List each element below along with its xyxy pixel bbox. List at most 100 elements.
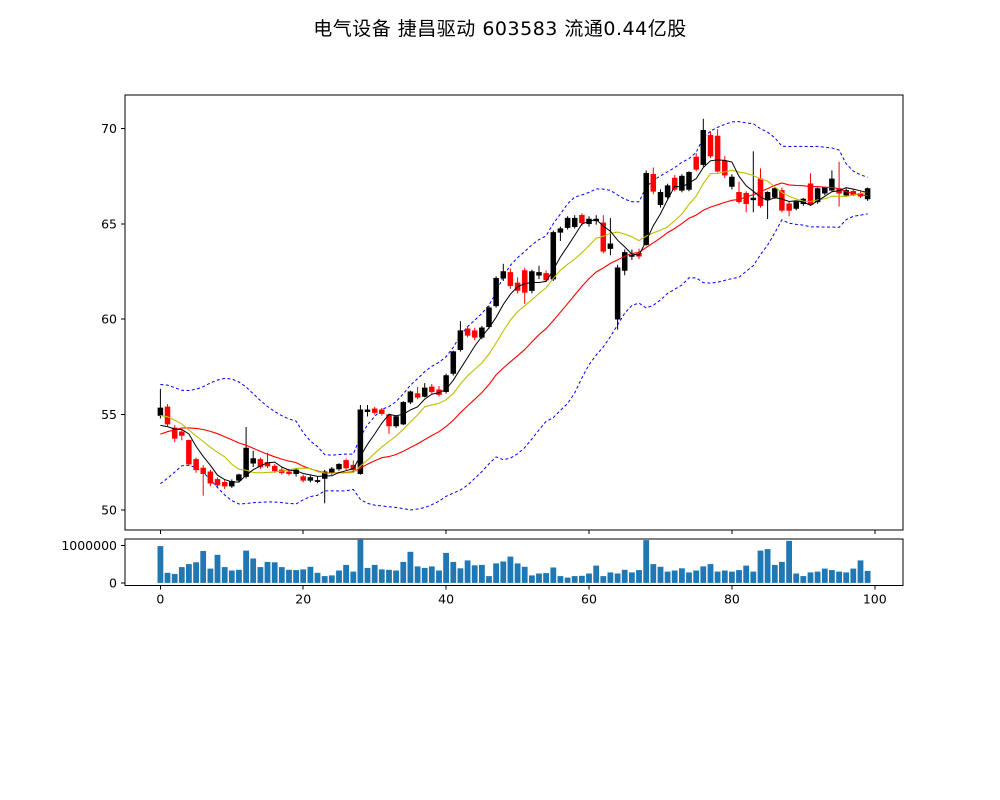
volume-bar bbox=[157, 546, 164, 583]
volume-bar bbox=[236, 569, 242, 583]
ma20-line bbox=[160, 182, 868, 474]
volume-bar bbox=[393, 570, 399, 583]
axes: 50 55 60 65 70 0 1000000 0 20 40 60 80 100 bbox=[61, 94, 904, 607]
candle-body bbox=[814, 188, 821, 203]
volume-bar bbox=[821, 568, 828, 583]
bollinger-bands bbox=[160, 121, 868, 511]
volume-x-tick-label: 100 bbox=[863, 592, 887, 607]
candle-body bbox=[779, 190, 785, 211]
volume-bar bbox=[228, 570, 235, 583]
volume-bar bbox=[857, 560, 864, 583]
volume-bar bbox=[693, 570, 700, 583]
volume-bar bbox=[257, 567, 264, 583]
candle-body bbox=[693, 156, 699, 170]
candle-body bbox=[179, 431, 185, 436]
candle-body bbox=[329, 468, 335, 473]
candle-body bbox=[157, 407, 164, 416]
volume-bar bbox=[636, 570, 642, 583]
volume-bar bbox=[757, 550, 764, 583]
price-y-tick-label: 65 bbox=[101, 216, 117, 231]
volume-bar bbox=[278, 567, 285, 583]
volume-bar bbox=[300, 569, 307, 583]
candle-body bbox=[236, 474, 242, 481]
volume-bar bbox=[600, 576, 607, 583]
volume-bar bbox=[829, 570, 835, 583]
volume-bar bbox=[579, 575, 585, 583]
candle-body bbox=[457, 330, 464, 350]
ma10-line bbox=[160, 169, 868, 474]
volume-bar bbox=[250, 558, 257, 583]
candle-body bbox=[521, 270, 528, 293]
volume-x-tick-label: 60 bbox=[581, 592, 597, 607]
candle-body bbox=[614, 267, 621, 320]
volume-bar bbox=[643, 540, 650, 583]
volume-bar bbox=[464, 560, 471, 583]
candle-body bbox=[579, 214, 585, 224]
candle-body bbox=[686, 172, 692, 190]
volume-bar bbox=[479, 564, 485, 583]
candle-body bbox=[722, 160, 728, 176]
volume-bar bbox=[700, 566, 707, 583]
volume-y-tick-label: 1000000 bbox=[61, 538, 117, 553]
candle-body bbox=[414, 393, 421, 398]
candle-body bbox=[864, 188, 871, 200]
candle-body bbox=[336, 463, 342, 470]
candle-body bbox=[764, 192, 771, 201]
volume-bar bbox=[729, 571, 735, 583]
boll-upper-line bbox=[160, 121, 868, 456]
volume-bar bbox=[214, 554, 221, 583]
volume-bar bbox=[286, 569, 292, 583]
ma5-line bbox=[160, 159, 868, 483]
candle-body bbox=[321, 471, 328, 479]
volume-bar bbox=[629, 572, 635, 583]
candle-body bbox=[700, 130, 707, 165]
candle-body bbox=[379, 409, 385, 414]
volume-bar bbox=[721, 570, 728, 583]
volume-bar bbox=[664, 571, 671, 583]
candle-body bbox=[443, 375, 449, 392]
candle-body bbox=[471, 330, 478, 338]
volume-bar bbox=[193, 562, 199, 583]
volume-bar bbox=[371, 564, 378, 583]
volume-bar bbox=[400, 561, 407, 583]
volume-bar bbox=[500, 561, 507, 583]
candle-body bbox=[207, 471, 214, 484]
candle-body bbox=[300, 476, 306, 481]
candle-body bbox=[271, 465, 278, 472]
candle-body bbox=[822, 187, 828, 194]
candle-body bbox=[793, 201, 799, 209]
volume-bar bbox=[764, 549, 771, 583]
volume-bar bbox=[321, 576, 328, 583]
volume-bar bbox=[779, 561, 785, 583]
volume-bar bbox=[557, 576, 564, 583]
volume-bar bbox=[707, 564, 714, 583]
volume-bar bbox=[350, 571, 357, 583]
volume-bar bbox=[571, 576, 578, 583]
candle-body bbox=[500, 271, 507, 279]
candle-body bbox=[557, 228, 564, 233]
volume-bar bbox=[386, 569, 392, 583]
volume-bar bbox=[178, 567, 185, 583]
volume-bar bbox=[514, 563, 521, 583]
chart-title: 电气设备 捷昌驱动 603583 流通0.44亿股 bbox=[313, 18, 687, 40]
volume-bar bbox=[714, 571, 721, 583]
candle-body bbox=[464, 328, 471, 336]
candle-body bbox=[643, 172, 649, 245]
candle-body bbox=[736, 192, 742, 203]
volume-bar bbox=[171, 573, 178, 583]
candle-body bbox=[186, 440, 192, 465]
candle-body bbox=[807, 183, 814, 205]
price-y-tick-label: 50 bbox=[101, 502, 117, 517]
volume-x-tick-label: 20 bbox=[295, 592, 311, 607]
volume-bar bbox=[843, 572, 850, 583]
volume-axes-frame bbox=[124, 538, 904, 586]
volume-bars bbox=[157, 539, 871, 583]
volume-bar bbox=[414, 566, 421, 583]
price-axes-frame bbox=[124, 94, 904, 531]
candle-body bbox=[314, 480, 321, 482]
volume-bar bbox=[328, 575, 335, 583]
volume-bar bbox=[457, 568, 464, 583]
candle-body bbox=[429, 386, 435, 392]
